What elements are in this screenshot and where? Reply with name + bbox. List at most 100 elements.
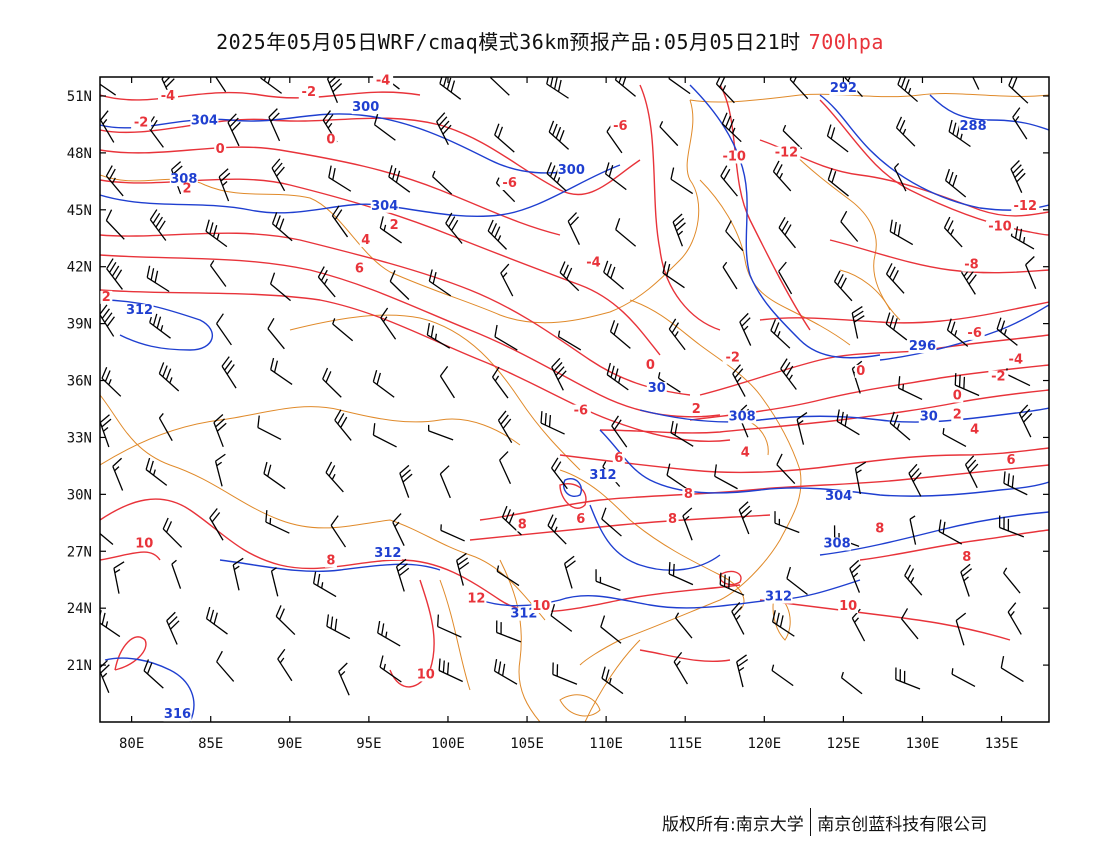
height-contour-label-bg bbox=[823, 537, 852, 551]
wind-barb bbox=[895, 667, 921, 690]
wind-barb bbox=[972, 77, 980, 90]
wind-barb bbox=[548, 120, 570, 150]
wind-barb bbox=[609, 320, 631, 349]
wind-barb bbox=[113, 561, 125, 594]
height-contour-label: 300 bbox=[558, 163, 585, 178]
height-contour-label: 312 bbox=[374, 546, 401, 561]
temperature-contour-label: 8 bbox=[326, 554, 335, 569]
temperature-contour-label-bg bbox=[682, 488, 695, 502]
wind-barb bbox=[373, 113, 396, 141]
temperature-contour-label: 8 bbox=[875, 521, 884, 536]
wind-barb bbox=[908, 463, 922, 497]
temperature-contour-label: -12 bbox=[775, 146, 799, 161]
temperature-contour-label-bg bbox=[373, 74, 394, 88]
height-contour-label: 308 bbox=[823, 536, 850, 551]
wind-barb bbox=[456, 552, 470, 586]
temperature-contour-label-bg bbox=[531, 600, 552, 614]
height-contour-label: 300 bbox=[352, 100, 379, 115]
wind-barb bbox=[722, 261, 738, 290]
lat-tick-label: 33N bbox=[67, 430, 92, 446]
wind-barb bbox=[550, 603, 573, 632]
wind-barb bbox=[789, 77, 809, 100]
wind-barb bbox=[772, 160, 792, 192]
wind-barb bbox=[380, 307, 397, 340]
wind-barb bbox=[840, 671, 863, 695]
wind-barb bbox=[771, 664, 794, 687]
temperature-contour-label: 2 bbox=[390, 218, 399, 233]
wind-barb bbox=[557, 330, 582, 351]
title-main: 2025年05月05日WRF/cmaq模式36km预报产品:05月05日21时 bbox=[216, 30, 801, 54]
lon-tick-label: 95E bbox=[356, 736, 381, 752]
lat-tick-label: 51N bbox=[67, 89, 92, 105]
temperature-contour-label: -8 bbox=[964, 258, 978, 273]
wind-barb bbox=[738, 501, 752, 535]
wind-barb bbox=[540, 411, 565, 435]
temperature-contour-label: -12 bbox=[1014, 199, 1038, 214]
lon-tick-label: 105E bbox=[510, 736, 544, 752]
temperature-contour-label: -2 bbox=[134, 115, 148, 130]
wind-barb bbox=[849, 559, 861, 593]
temperature-contour-label-bg bbox=[854, 364, 867, 378]
temperature-contour-label: 2 bbox=[692, 402, 701, 417]
wind-barb bbox=[209, 508, 224, 541]
temperature-contours bbox=[100, 84, 1049, 688]
lat-tick-label: 24N bbox=[67, 601, 92, 617]
temperature-contour-label-bg bbox=[1005, 353, 1026, 367]
wind-barb bbox=[112, 457, 124, 491]
wind-barb bbox=[786, 566, 808, 596]
wind-barb bbox=[606, 362, 629, 391]
wind-barb bbox=[271, 212, 293, 242]
wind-barb bbox=[666, 463, 689, 491]
wind-barb bbox=[427, 424, 454, 441]
temperature-contour-label-bg bbox=[574, 512, 587, 526]
wind-barb bbox=[885, 312, 908, 341]
temperature-contour-label-bg bbox=[180, 182, 193, 196]
wind-barb bbox=[904, 564, 923, 596]
wind-barb bbox=[372, 369, 395, 398]
wind-barb bbox=[331, 205, 349, 238]
wind-barb bbox=[889, 219, 914, 246]
temperature-contour-label-bg bbox=[214, 142, 227, 156]
wind-barb bbox=[739, 312, 752, 346]
temperature-contour-label-bg bbox=[838, 600, 859, 614]
wind-barb bbox=[938, 519, 963, 545]
wind-barb bbox=[827, 168, 849, 197]
wind-barb bbox=[312, 571, 337, 598]
wind-barb bbox=[326, 77, 343, 104]
temperature-contour-label: 10 bbox=[532, 599, 550, 614]
wind-barb bbox=[275, 605, 296, 636]
temperature-contour-label-bg bbox=[951, 389, 964, 403]
temperature-contour-label: 0 bbox=[953, 389, 962, 404]
wind-barb bbox=[322, 367, 342, 398]
wind-barb bbox=[334, 409, 352, 441]
wind-barb bbox=[893, 162, 907, 192]
wind-barb bbox=[493, 659, 518, 685]
height-contour-label-bg bbox=[918, 410, 939, 424]
wind-barb bbox=[395, 558, 410, 592]
wind-barb bbox=[668, 562, 694, 586]
wind-barb bbox=[158, 413, 173, 442]
wind-barb bbox=[399, 464, 413, 498]
wind-barb bbox=[213, 414, 227, 448]
temperature-contour-label-bg bbox=[690, 402, 703, 416]
temperature-contour-label: -4 bbox=[586, 256, 600, 271]
height-contour-label: 30 bbox=[648, 381, 666, 396]
wind-barb bbox=[720, 165, 738, 197]
height-contour-label: 304 bbox=[191, 113, 218, 128]
wind-barb bbox=[428, 269, 452, 297]
wind-barb bbox=[146, 265, 170, 293]
wind-barb bbox=[494, 324, 518, 351]
wind-barb bbox=[227, 113, 241, 147]
wind-barb bbox=[778, 216, 796, 249]
wind-barb bbox=[826, 124, 849, 153]
lon-tick-label: 100E bbox=[431, 736, 465, 752]
wind-barb bbox=[736, 654, 749, 688]
wind-barb bbox=[955, 612, 967, 646]
wind-barb bbox=[436, 112, 452, 146]
temperature-contour-label: 2 bbox=[182, 182, 191, 197]
wind-barb bbox=[840, 210, 859, 242]
temperature-contour-label-bg bbox=[612, 452, 625, 466]
height-contour-label-bg bbox=[728, 410, 757, 424]
copyright-text: 版权所有:南京大学 bbox=[662, 814, 804, 835]
